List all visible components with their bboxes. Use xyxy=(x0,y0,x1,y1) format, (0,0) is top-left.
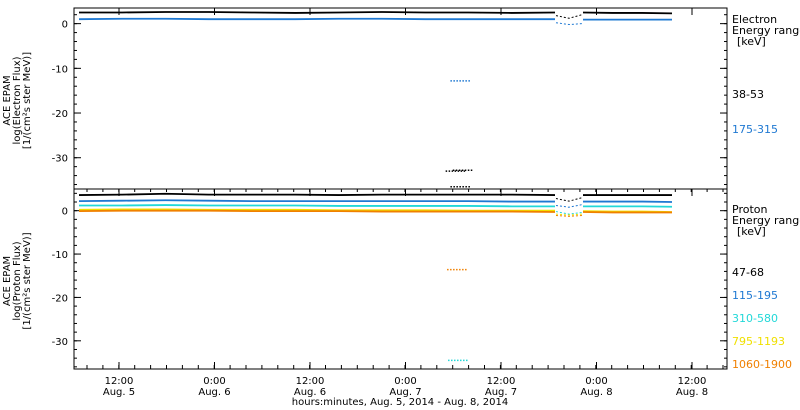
legend-title-line: [keV] xyxy=(737,35,766,48)
y-axis-label-line: log(Proton Flux) xyxy=(12,241,23,320)
y-axis-label-line: ACE EPAM xyxy=(2,256,13,306)
y-tick-label: -20 xyxy=(52,293,68,304)
legend-entry: 175-315 xyxy=(732,123,778,136)
proton-y-axis-label: ACE EPAM log(Proton Flux) [1/(cm²s ster Me… xyxy=(2,232,33,329)
series-gap xyxy=(555,213,583,216)
x-axis-label: hours:minutes, Aug. 5, 2014 - Aug. 8, 20… xyxy=(292,397,508,408)
series-line xyxy=(79,204,555,208)
y-tick-label: 0 xyxy=(62,207,68,218)
series-gap xyxy=(555,197,583,202)
legend-entry: 115-195 xyxy=(732,289,778,302)
legend-title-line: Proton xyxy=(732,203,767,216)
legend-title-line: Electron xyxy=(732,13,777,26)
y-axis-label-line: ACE EPAM xyxy=(2,75,13,125)
x-tick-time: 12:00 xyxy=(678,376,707,387)
legend-entry: 38-53 xyxy=(732,88,764,101)
x-tick-date: Aug. 6 xyxy=(198,387,230,398)
x-tick-time: 0:00 xyxy=(585,376,607,387)
series-gap xyxy=(555,14,583,19)
legend-entry: 1060-1900 xyxy=(732,358,792,371)
electron-y-ticks: 0 -10 -20 -30 xyxy=(52,14,727,186)
x-tick-date: Aug. 6 xyxy=(294,387,326,398)
electron-series xyxy=(78,11,673,188)
series-gap xyxy=(555,211,583,215)
series-line xyxy=(79,11,556,14)
x-tick-time: 0:00 xyxy=(394,376,416,387)
series-line xyxy=(78,209,556,213)
series-gap xyxy=(555,22,583,26)
series-line xyxy=(78,192,556,196)
series-line xyxy=(78,199,555,203)
proton-panel-frame xyxy=(73,188,728,370)
legend-title-line: Energy range xyxy=(732,214,800,227)
series-gap xyxy=(555,204,583,208)
x-tick-time: 12:00 xyxy=(296,376,325,387)
series-line xyxy=(582,11,673,15)
x-tick-date: Aug. 8 xyxy=(676,387,708,398)
x-tick-date: Aug. 5 xyxy=(103,387,135,398)
y-tick-label: -20 xyxy=(52,109,68,120)
y-tick-label: -10 xyxy=(52,250,68,261)
legend-title-line: Energy range xyxy=(732,24,800,37)
x-tick-time: 0:00 xyxy=(203,376,225,387)
proton-series xyxy=(78,192,673,362)
y-axis-label-line: log(Electron Flux) xyxy=(12,56,23,144)
y-tick-label: -30 xyxy=(52,154,68,165)
y-tick-label: -30 xyxy=(52,337,68,348)
x-tick-date: Aug. 8 xyxy=(580,387,612,398)
legend-entry: 47-68 xyxy=(732,266,764,279)
x-tick-time: 12:00 xyxy=(105,376,134,387)
legend-title-line: [keV] xyxy=(737,225,766,238)
electron-y-axis-label: ACE EPAM log(Electron Flux) [1/(cm²s ster … xyxy=(2,52,33,149)
electron-panel-frame xyxy=(73,7,728,190)
series-gap xyxy=(555,214,583,217)
y-axis-label-line: [1/(cm²s ster MeV)] xyxy=(22,232,33,329)
y-tick-label: 0 xyxy=(62,20,68,31)
x-tick-date: Aug. 7 xyxy=(485,387,517,398)
legend-entry: 310-580 xyxy=(732,312,778,325)
legend-entry: 795-1193 xyxy=(732,335,785,348)
proton-y-ticks: 0 -10 -20 -30 xyxy=(52,192,727,368)
x-tick-date: Aug. 7 xyxy=(389,387,421,398)
y-axis-label-line: [1/(cm²s ster MeV)] xyxy=(22,52,33,149)
x-tick-time: 12:00 xyxy=(487,376,516,387)
y-tick-label: -10 xyxy=(52,64,68,75)
